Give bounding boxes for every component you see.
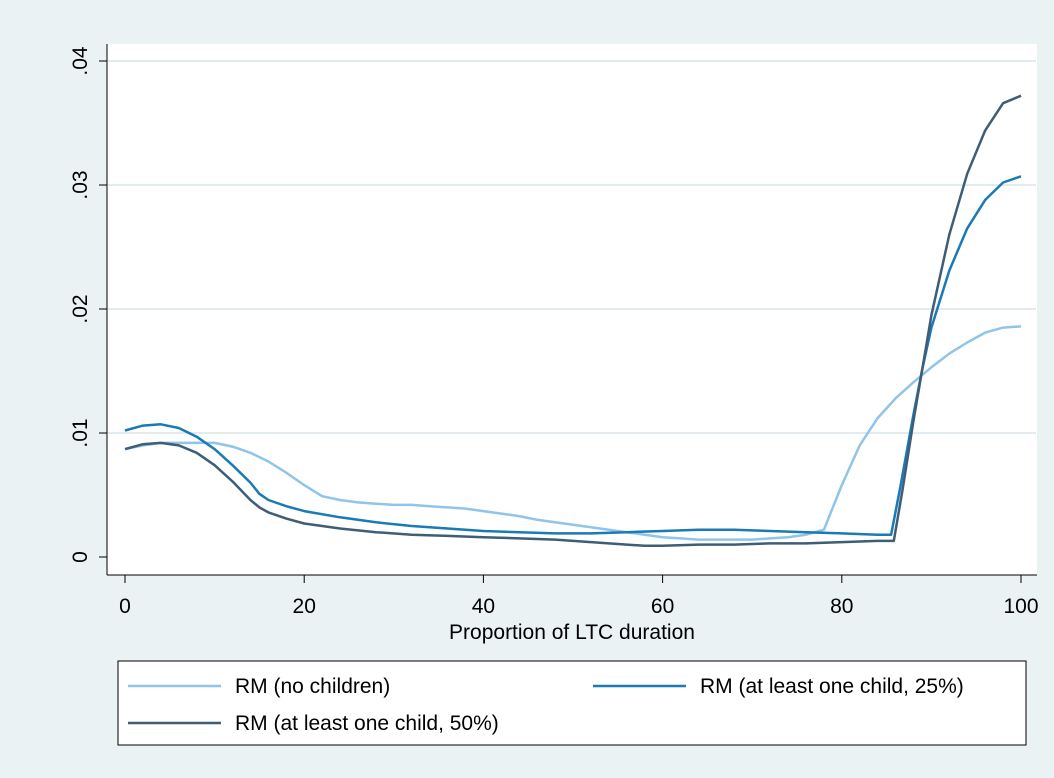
legend: RM (no children) RM (at least one child, … — [118, 661, 1026, 745]
y-tick-label: .03 — [69, 170, 92, 199]
legend-label: RM (at least one child, 50%) — [235, 712, 499, 735]
x-tick-label: 0 — [119, 595, 131, 618]
legend-label: RM (no children) — [235, 675, 390, 698]
x-tick-label: 100 — [1003, 595, 1038, 618]
y-tick-label: .04 — [69, 46, 92, 76]
x-tick-label: 20 — [293, 595, 316, 618]
y-tick-label: .01 — [69, 418, 92, 447]
y-axis-ticks: 0 .01 .02 .03 .04 — [69, 46, 107, 563]
x-tick-label: 80 — [830, 595, 853, 618]
x-axis-ticks: 0 20 40 60 80 100 — [119, 575, 1038, 618]
y-tick-label: 0 — [69, 551, 92, 563]
x-tick-label: 40 — [472, 595, 495, 618]
x-axis-label: Proportion of LTC duration — [449, 621, 695, 644]
legend-label: RM (at least one child, 25%) — [700, 675, 964, 698]
y-tick-label: .02 — [69, 294, 92, 323]
x-tick-label: 60 — [651, 595, 674, 618]
